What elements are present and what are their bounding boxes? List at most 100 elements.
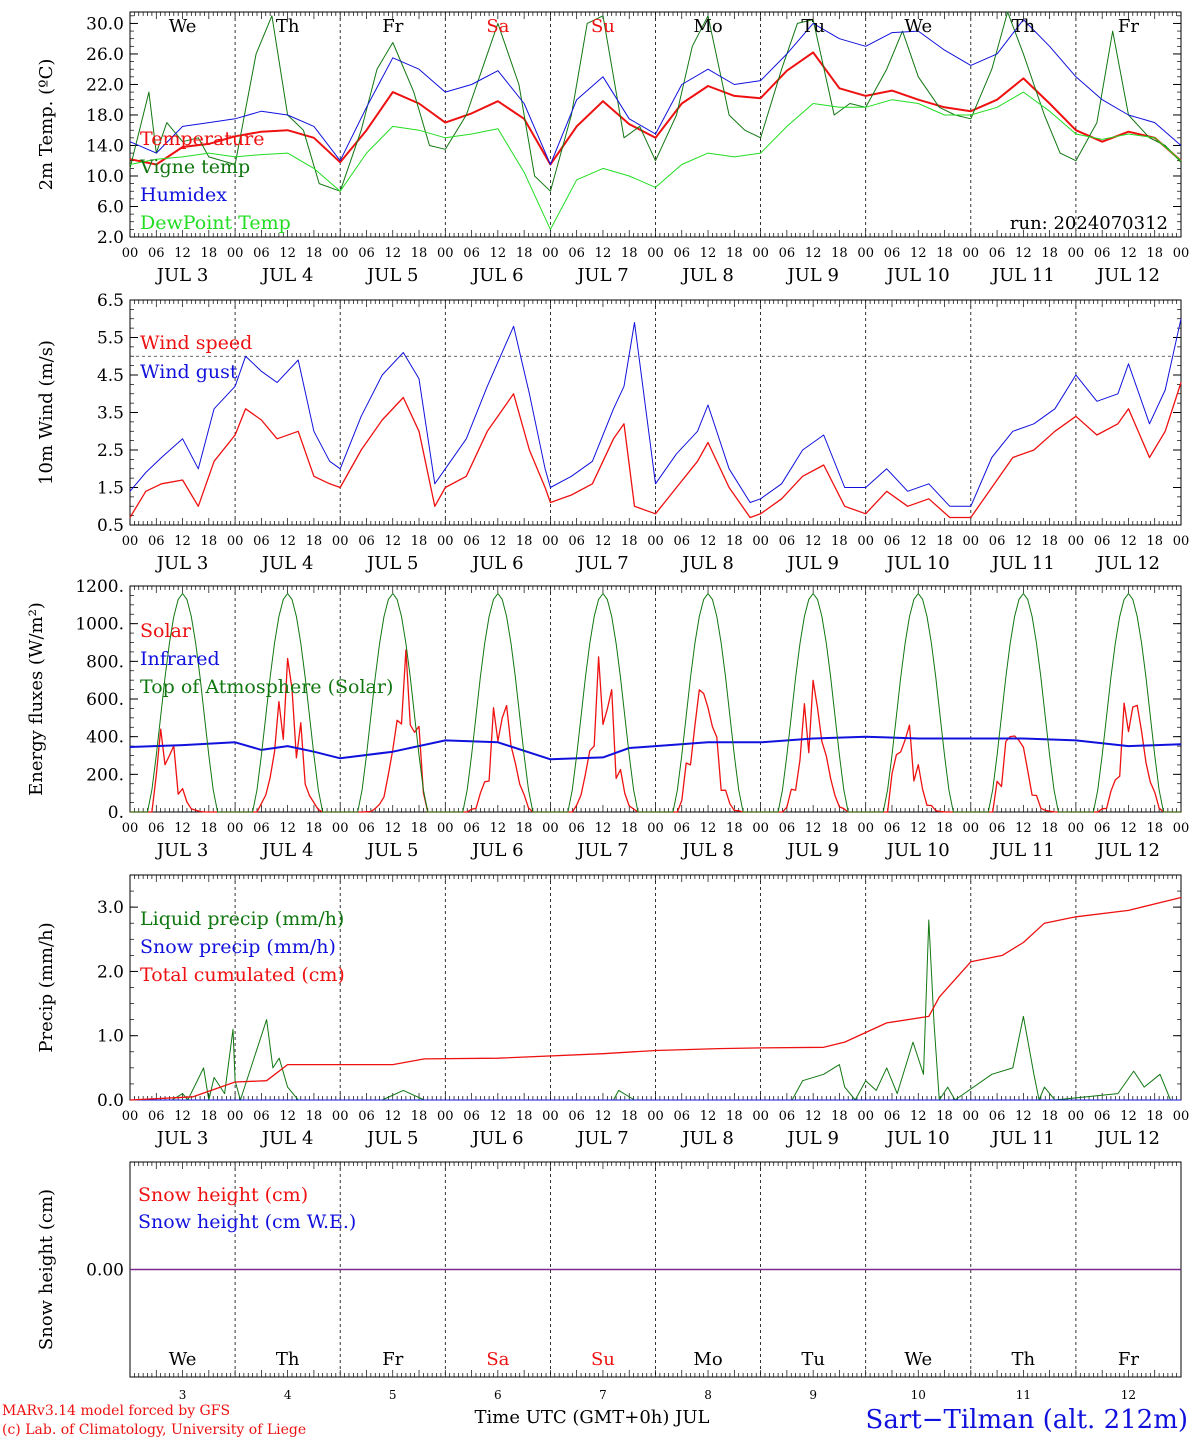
day-name-label: Th <box>276 1349 300 1370</box>
day-name-label: Tu <box>801 16 825 37</box>
date-label: JUL 9 <box>785 840 839 861</box>
hour-tick-label: 00 <box>1173 1109 1190 1124</box>
hour-tick-label: 00 <box>122 1109 139 1124</box>
y-tick-label: 2.5 <box>97 441 124 461</box>
wind-panel: 0.5 1.5 2.5 3.5 4.5 5.5 6.5 10m Wind (m/s) Wind … <box>36 291 1189 574</box>
hour-tick-label: 00 <box>542 821 559 836</box>
date-label: JUL 5 <box>365 553 419 574</box>
date-label: JUL 11 <box>990 1128 1055 1149</box>
hour-tick-label: 18 <box>201 1109 218 1124</box>
series-line-wind-gust <box>129 318 1182 507</box>
y-axis-label: Snow height (cm) <box>36 1189 57 1350</box>
legend-top-of-atmosphere-solar: Top of Atmosphere (Solar) <box>140 676 393 698</box>
hour-tick-label: 00 <box>542 534 559 549</box>
hour-tick-label: 12 <box>910 246 927 261</box>
hour-tick-label: 12 <box>279 1109 296 1124</box>
hour-tick-label: 00 <box>122 821 139 836</box>
legend-infrared: Infrared <box>140 648 220 670</box>
hour-tick-label: 00 <box>647 821 664 836</box>
hour-tick-label: 18 <box>936 821 953 836</box>
hour-tick-label: 00 <box>857 246 874 261</box>
hour-tick-label: 06 <box>1094 821 1111 836</box>
y-axis-label: 2m Temp. (ºC) <box>36 59 57 191</box>
legend-temperature: Temperature <box>140 128 264 150</box>
day-name-label: Sa <box>486 1349 509 1370</box>
hour-tick-label: 06 <box>463 246 480 261</box>
hour-tick-label: 06 <box>884 821 901 836</box>
date-label: JUL 6 <box>470 840 524 861</box>
date-label: JUL 6 <box>470 1128 524 1149</box>
date-label: JUL 10 <box>885 840 950 861</box>
hour-tick-label: 06 <box>674 534 691 549</box>
hour-tick-label: 00 <box>227 534 244 549</box>
y-tick-label: 800. <box>86 652 124 672</box>
y-tick-label: 400. <box>86 728 124 748</box>
hour-tick-label: 18 <box>726 246 743 261</box>
hour-tick-label: 00 <box>332 1109 349 1124</box>
series-line-humidex <box>129 19 1182 165</box>
hour-tick-label: 06 <box>358 246 375 261</box>
footer-credit-lab: (c) Lab. of Climatology, University of L… <box>2 1422 306 1438</box>
hour-tick-label: 06 <box>884 534 901 549</box>
y-tick-label: 3.0 <box>97 898 124 918</box>
hour-tick-label: 12 <box>174 534 191 549</box>
hour-tick-label: 00 <box>227 821 244 836</box>
hour-tick-label: 06 <box>884 1109 901 1124</box>
hour-tick-label: 00 <box>963 246 980 261</box>
hour-tick-label: 06 <box>358 1109 375 1124</box>
plot-frame <box>129 299 1182 526</box>
hour-tick-label: 06 <box>568 821 585 836</box>
day-name-label: Mo <box>693 1349 722 1370</box>
day-name-label: Su <box>591 16 615 37</box>
hour-tick-label: 00 <box>122 534 139 549</box>
hour-tick-label: 00 <box>752 534 769 549</box>
hour-tick-label: 12 <box>1120 1109 1137 1124</box>
hour-tick-label: 18 <box>516 534 533 549</box>
hour-tick-label: 00 <box>1068 1109 1085 1124</box>
hour-tick-label: 00 <box>542 1109 559 1124</box>
hour-tick-label: 18 <box>411 1109 428 1124</box>
y-tick-label: 0.00 <box>86 1261 124 1281</box>
hour-tick-label: 12 <box>700 534 717 549</box>
hour-tick-label: 18 <box>621 1109 638 1124</box>
day-number-label: 10 <box>911 1388 926 1402</box>
hour-tick-label: 18 <box>831 534 848 549</box>
hour-tick-label: 18 <box>411 534 428 549</box>
y-tick-label: 0. <box>108 803 124 823</box>
hour-tick-label: 12 <box>1015 534 1032 549</box>
date-label: JUL 11 <box>990 840 1055 861</box>
day-number-label: 7 <box>599 1388 607 1402</box>
hour-tick-label: 06 <box>989 246 1006 261</box>
hour-tick-label: 18 <box>936 246 953 261</box>
hour-tick-label: 18 <box>411 246 428 261</box>
hour-tick-label: 00 <box>1068 246 1085 261</box>
run-label: run: 2024070312 <box>1010 213 1168 234</box>
day-name-label: We <box>169 16 197 37</box>
series-line-total-cumulated-cm <box>129 896 1182 1101</box>
hour-tick-label: 12 <box>1015 246 1032 261</box>
hour-tick-label: 12 <box>805 821 822 836</box>
y-tick-label: 2.0 <box>97 228 124 248</box>
hour-tick-label: 18 <box>1041 821 1058 836</box>
hour-tick-label: 12 <box>595 821 612 836</box>
date-label: JUL 7 <box>575 265 629 286</box>
hour-tick-label: 12 <box>384 534 401 549</box>
legend-total-cumulated-cm: Total cumulated (cm) <box>140 964 345 986</box>
precip-panel: 0.0 1.0 2.0 3.0 Precip (mm/h) Liquid precip (… <box>36 874 1190 1149</box>
hour-tick-label: 12 <box>490 1109 507 1124</box>
day-name-label: Fr <box>1118 16 1139 37</box>
y-axis-label: Precip (mm/h) <box>36 922 57 1052</box>
date-label: JUL 4 <box>260 265 314 286</box>
y-tick-label: 4.5 <box>97 366 124 386</box>
y-tick-label: 200. <box>86 765 124 785</box>
date-label: JUL 10 <box>885 553 950 574</box>
hour-tick-label: 06 <box>148 534 165 549</box>
hour-tick-label: 18 <box>516 821 533 836</box>
date-label: JUL 6 <box>470 265 524 286</box>
hour-tick-label: 00 <box>647 246 664 261</box>
y-tick-label: 0.0 <box>97 1091 124 1111</box>
y-axis-label: 10m Wind (m/s) <box>36 340 57 485</box>
hour-tick-label: 00 <box>647 534 664 549</box>
series-line-wind-speed <box>129 382 1182 519</box>
date-label: JUL 7 <box>575 553 629 574</box>
